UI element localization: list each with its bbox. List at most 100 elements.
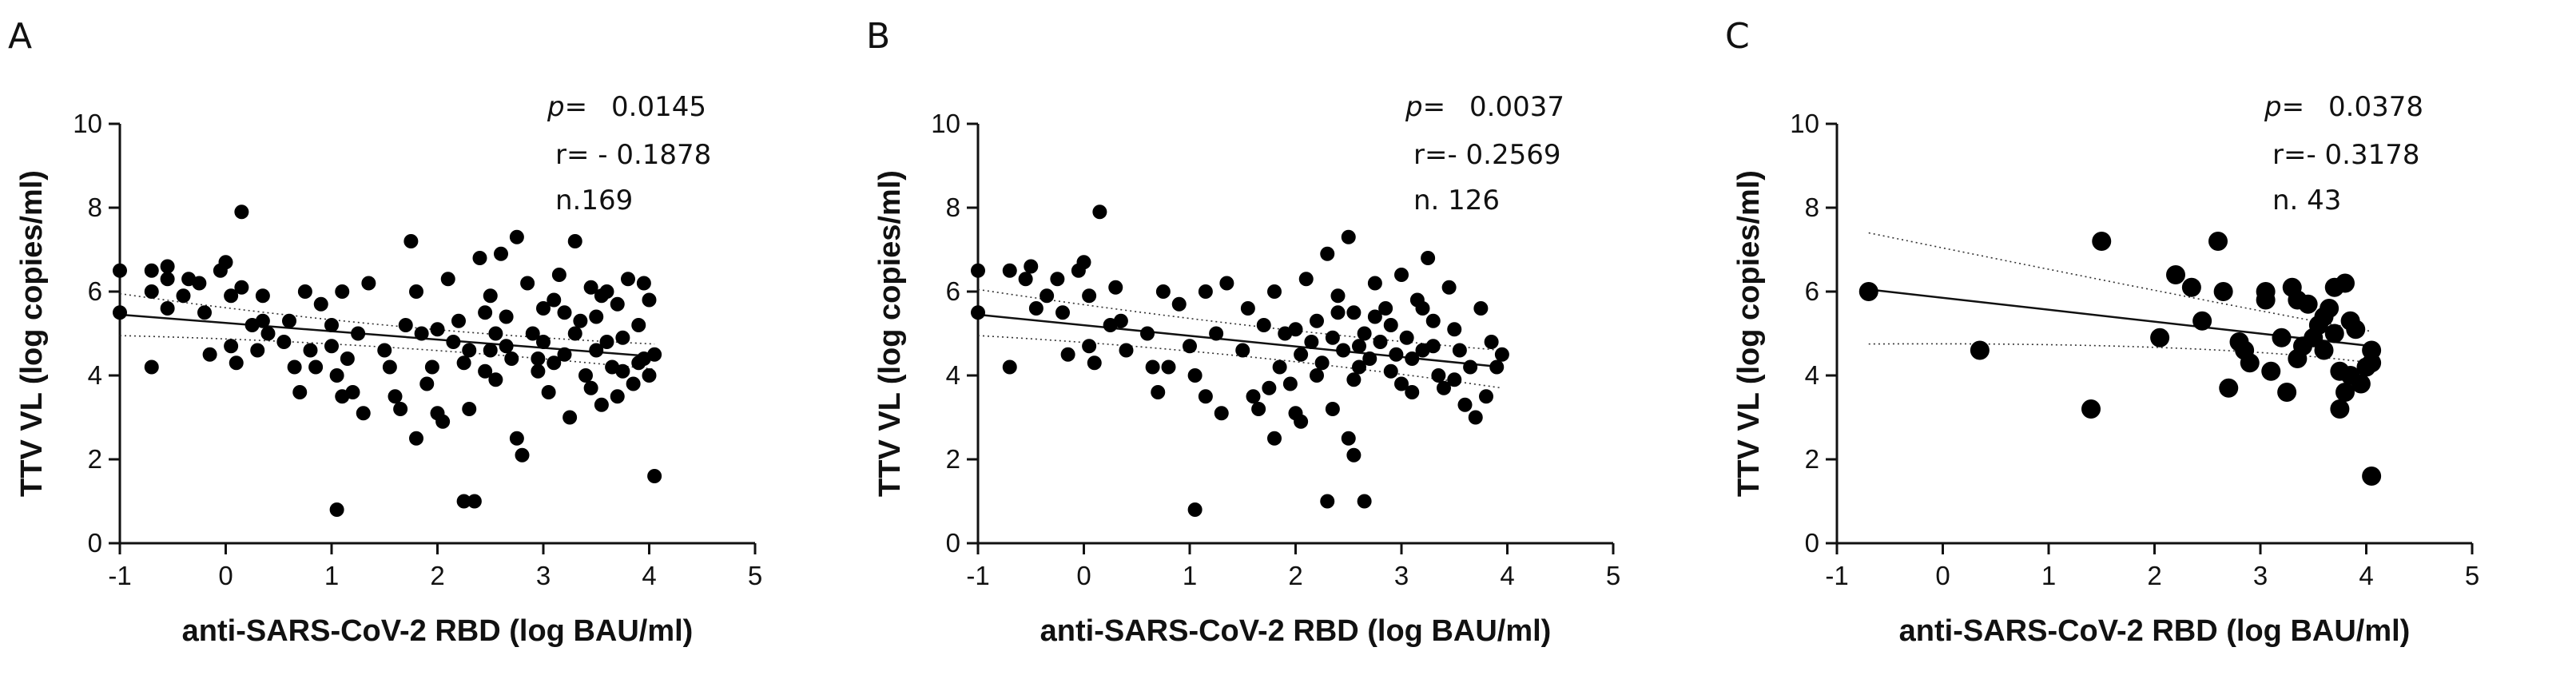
r-value: r=- 0.2569 [1413, 139, 1561, 171]
y-tick-label: 8 [946, 193, 960, 222]
y-tick-label: 2 [1805, 444, 1819, 474]
data-point [610, 296, 625, 312]
data-point [1171, 296, 1187, 312]
data-point [1209, 326, 1224, 341]
data-point [229, 355, 244, 371]
data-point [1383, 363, 1398, 379]
data-point [1352, 359, 1366, 375]
data-point [2219, 378, 2239, 398]
data-point [340, 351, 355, 366]
x-tick-label: 2 [1288, 561, 1302, 590]
data-point [631, 318, 646, 332]
data-point [536, 301, 551, 316]
data-point [1346, 305, 1362, 320]
data-point [329, 368, 344, 383]
y-tick-label: 6 [946, 276, 960, 306]
x-tick-label: 1 [2041, 561, 2056, 590]
data-point [1304, 335, 1319, 349]
p-value: 0.0145 [611, 91, 706, 123]
data-point [2277, 383, 2297, 402]
data-point [1447, 322, 1462, 337]
data-point [113, 263, 127, 278]
data-point [488, 372, 503, 387]
data-point [1970, 340, 1990, 360]
data-point [202, 347, 217, 362]
data-point [499, 339, 514, 354]
data-point [1298, 272, 1314, 287]
data-point [2335, 383, 2355, 402]
data-point [1330, 288, 1346, 304]
data-point [197, 305, 212, 320]
data-point [1357, 494, 1372, 509]
p-value: 0.0378 [2328, 91, 2423, 123]
data-point [583, 380, 598, 395]
y-tick-label: 2 [946, 444, 960, 474]
x-tick-label: 3 [1394, 561, 1409, 590]
y-tick-label: 8 [1805, 193, 1819, 222]
data-point [1405, 385, 1420, 399]
data-point [567, 234, 582, 248]
n-value: n.169 [555, 185, 633, 216]
data-point [615, 330, 630, 345]
data-point [509, 229, 524, 244]
x-tick-label: -1 [1825, 561, 1848, 590]
data-point [1018, 272, 1033, 287]
data-point [594, 288, 609, 304]
data-point [1262, 380, 1277, 395]
data-point [557, 347, 572, 362]
data-point [1346, 447, 1362, 463]
data-point [1113, 313, 1128, 328]
data-point [536, 335, 551, 349]
data-point [1288, 322, 1303, 337]
y-tick-label: 10 [1790, 109, 1819, 138]
data-point [2150, 328, 2170, 347]
data-point [515, 447, 530, 463]
data-point [499, 309, 514, 324]
x-tick-label: 1 [324, 561, 339, 590]
data-point [541, 385, 556, 399]
data-point [1040, 288, 1055, 304]
data-point [1187, 368, 1203, 383]
data-point [1320, 246, 1335, 261]
data-point [2335, 273, 2355, 293]
data-point [160, 272, 175, 287]
data-point [250, 343, 265, 358]
data-point [1394, 268, 1409, 282]
x-axis-title: anti-SARS-CoV-2 RBD (log BAU/ml) [1899, 614, 2411, 648]
data-point [462, 402, 477, 416]
y-tick-label: 6 [1805, 276, 1819, 306]
data-point [2298, 294, 2318, 314]
y-tick-label: 0 [88, 528, 102, 558]
data-point [1341, 229, 1356, 244]
data-point [2092, 232, 2112, 251]
data-point [610, 389, 625, 404]
data-point [2166, 265, 2185, 284]
data-point [2330, 399, 2350, 419]
data-point [456, 494, 471, 509]
data-point [403, 234, 419, 248]
x-tick-label: 2 [430, 561, 444, 590]
data-point [1431, 368, 1446, 383]
data-point [430, 322, 445, 337]
data-point [1082, 339, 1097, 354]
data-point [642, 368, 657, 383]
data-point [2314, 307, 2334, 327]
data-point [255, 313, 270, 328]
data-point [504, 351, 519, 366]
y-axis-title: TTV VL (log copies/ml) [873, 170, 907, 497]
data-point [255, 288, 270, 304]
data-point [1330, 305, 1346, 320]
data-point [393, 402, 408, 416]
data-point [1336, 343, 1351, 358]
data-point [234, 280, 249, 295]
data-point [2351, 374, 2371, 394]
data-point [292, 385, 308, 399]
data-point [589, 343, 604, 358]
data-point [1447, 372, 1462, 387]
data-point [1421, 251, 1436, 265]
data-point [531, 351, 546, 366]
panel-label: B [866, 16, 890, 57]
data-point [547, 355, 562, 371]
regression-line [977, 313, 1502, 368]
data-point [1457, 397, 1473, 412]
